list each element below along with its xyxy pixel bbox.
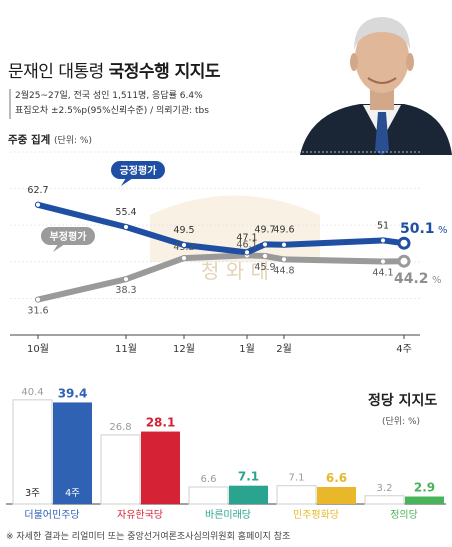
president-portrait [300,0,452,155]
party-bar-week4 [229,485,268,504]
disapprove-point [180,255,188,262]
party-bar-week3 [364,495,405,505]
party-chart-title: 정당 지지도 [368,393,438,409]
party-bar-week4 [53,402,92,504]
page-title: 문재인 대통령 국정수행 지지도 [8,57,221,82]
line-chart-subtitle: 주중 집계 (단위: %) [8,132,92,147]
approve-value-label: 49.6 [273,225,294,236]
approve-value-label: 55.4 [115,207,136,218]
footnote: ※ 자세한 결과는 리얼미터 또는 중앙선거여론조사심의위원회 홈페이지 참조 [6,532,291,542]
approve-point [34,201,42,208]
disapprove-value-label: 46.1 [236,239,257,250]
line-unit: (단위: %) [53,136,92,146]
party-chart-unit: (단위: %) [382,417,421,427]
approve-legend-tail [121,178,133,186]
approve-legend-badge [111,161,165,179]
party-name-label: 정의당 [390,509,418,521]
disapprove-value-label: 44.1 [372,267,393,278]
party-name-label: 바른미래당 [205,509,251,521]
party-bar-week3 [188,486,229,505]
title-prefix: 문재인 대통령 [8,62,104,82]
x-tick-label: 10월 [27,343,49,355]
party-bar-week4 [317,486,356,504]
party-bar-week3 [12,399,53,505]
disapprove-legend-tail [53,244,65,252]
party-name-label: 더불어민주당 [24,509,79,521]
approve-value-label: 49.7 [254,224,275,235]
party-value-week3: 40.4 [21,387,43,398]
approve-point [122,223,130,231]
party-bar-week4 [405,496,444,504]
approve-last-point [397,236,411,250]
approve-point [243,249,251,256]
approve-last-percent: % [438,225,448,236]
approve-point [180,241,188,249]
title-main: 국정수행 지지도 [108,62,221,82]
party-value-week3: 7.1 [289,473,305,484]
disapprove-point [243,252,251,259]
line-subtitle-text: 주중 집계 [8,134,51,146]
party-value-week4: 7.1 [238,470,259,484]
disapprove-value-label: 44.8 [273,265,294,276]
x-tick-label: 4주 [396,344,412,355]
x-tick-label: 11월 [115,343,137,355]
party-bar-week3 [276,485,317,505]
party-value-week3: 6.6 [201,474,217,485]
party-value-week4: 6.6 [326,471,347,485]
disapprove-line [35,252,407,303]
approve-value-label: 49.5 [173,225,194,236]
survey-info: 2월25~27일, 전국 성인 1,511명, 응답률 6.4% 표집오차 ±2… [9,89,209,119]
approve-value-label: 51 [377,220,389,231]
disapprove-point [122,276,130,283]
x-tick-label: 12월 [173,343,195,355]
x-tick-label: 1월 [239,343,255,355]
disapprove-value-label: 45.2 [173,242,194,253]
disapprove-value-label: 38.3 [115,285,136,296]
party-value-week3: 3.2 [377,483,393,494]
disapprove-value-label: 31.6 [27,306,48,317]
party-value-week4: 39.4 [58,386,88,400]
party-value-week4: 28.1 [146,416,176,430]
disapprove-legend-badge [41,227,95,245]
party-value-week4: 2.9 [414,481,435,495]
party-value-week3: 26.8 [109,422,131,433]
disapprove-last-percent: % [432,275,442,286]
disapprove-point [280,256,288,263]
survey-info-line1: 2월25~27일, 전국 성인 1,511명, 응답률 6.4% [15,91,203,101]
disapprove-legend-label: 부정평가 [50,230,88,243]
approve-legend-label: 긍정평가 [120,164,158,177]
survey-info-line2: 표집오차 ±2.5%p(95%신뢰수준) / 의뢰기관: tbs [15,106,209,116]
chart-background-band [150,195,320,262]
approve-point [261,241,269,248]
week3-legend-label: 3주 [25,488,40,499]
approve-point [379,237,387,244]
disapprove-last-value: 44.2 [394,271,429,287]
disapprove-point [34,296,42,303]
x-tick-label: 2월 [276,343,292,355]
party-name-label: 자유한국당 [117,509,163,521]
approve-last-value: 50.1 [400,221,435,237]
disapprove-point [379,258,387,265]
watermark-text: 청 와 대 [201,259,269,283]
disapprove-point [261,252,269,260]
party-bar-week3 [100,434,141,505]
disapprove-value-label: 45.9 [254,262,275,273]
week4-legend-label: 4주 [65,488,80,499]
approve-value-label: 47.1 [236,232,257,243]
approve-point [280,241,288,248]
disapprove-last-point [397,254,411,268]
party-name-label: 민주평화당 [293,509,339,521]
approve-line [35,201,407,256]
party-bar-week4 [141,431,180,504]
approve-value-label: 62.7 [27,185,48,196]
